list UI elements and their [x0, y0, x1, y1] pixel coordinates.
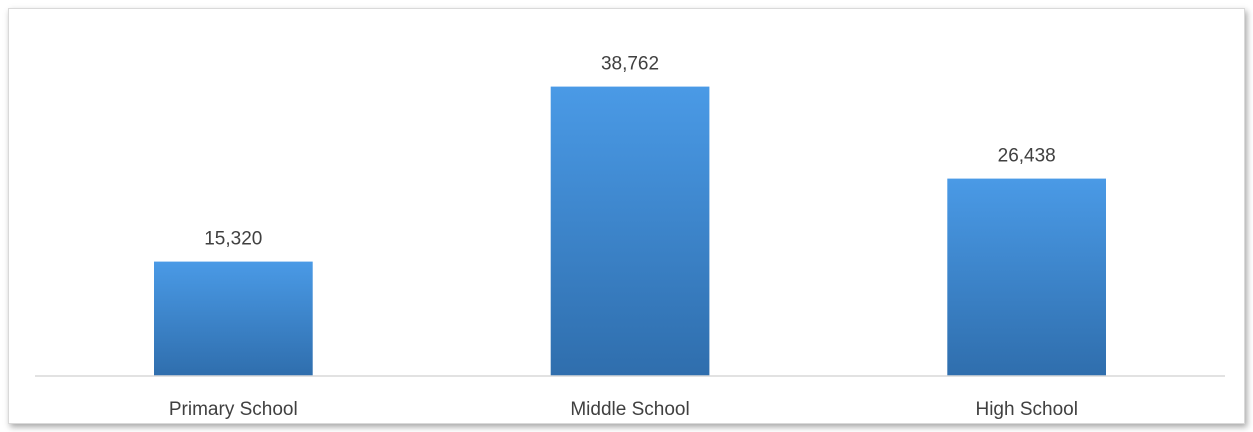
data-label-high-school: 26,438: [998, 146, 1056, 167]
bar-high-school: [947, 178, 1106, 376]
x-tick-label-middle-school: Middle School: [570, 399, 689, 420]
bar-middle-school: [550, 86, 710, 376]
bars-layer: [154, 86, 1106, 376]
data-label-primary-school: 15,320: [204, 229, 262, 250]
data-labels-layer: 15,320 38,762 26,438: [204, 54, 1056, 250]
x-tick-labels-layer: Primary School Middle School High School: [169, 399, 1078, 420]
x-tick-label-primary-school: Primary School: [169, 399, 298, 420]
x-tick-label-high-school: High School: [975, 399, 1077, 420]
bar-primary-school: [154, 261, 313, 376]
data-label-middle-school: 38,762: [601, 54, 659, 75]
